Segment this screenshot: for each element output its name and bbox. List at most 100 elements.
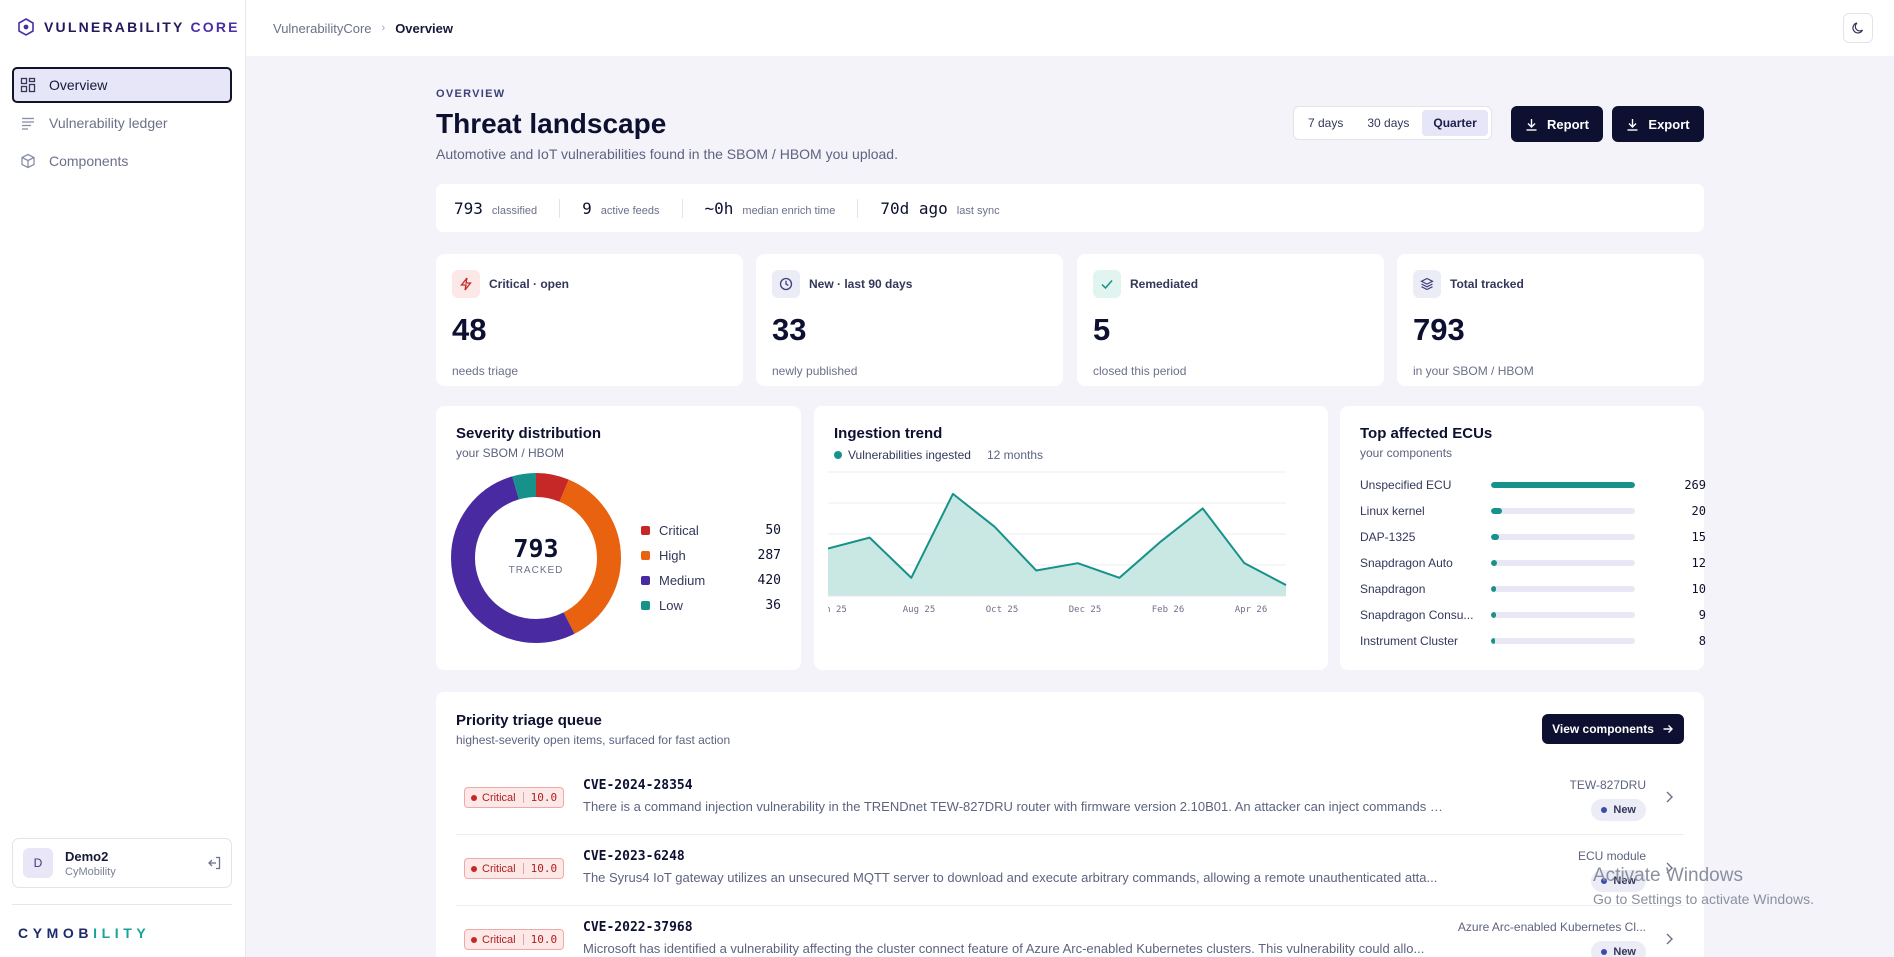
cve-id: CVE-2022-37968: [583, 920, 693, 935]
panel-subtitle: your components: [1360, 446, 1453, 460]
moon-icon: [1852, 22, 1864, 34]
kpi-header: New · last 90 days: [772, 270, 1047, 298]
panel-title: Top affected ECUs: [1360, 425, 1493, 442]
queue-row[interactable]: Critical 10.0 CVE-2024-28354 There is a c…: [456, 764, 1684, 835]
chevron-right-icon[interactable]: [1664, 861, 1674, 875]
legend-swatch: [641, 551, 650, 560]
ecu-name: DAP-1325: [1360, 530, 1416, 544]
page-eyebrow: OVERVIEW: [436, 88, 506, 100]
queue-row[interactable]: Critical 10.0 CVE-2023-6248 The Syrus4 Io…: [456, 835, 1684, 906]
status-badge: New: [1591, 799, 1646, 821]
sidebar-item-components[interactable]: Components: [12, 143, 232, 179]
legend-swatch: [641, 601, 650, 610]
stat-median-enrich: ~0h median enrich time: [681, 198, 858, 218]
ecu-row[interactable]: Snapdragon Auto 12: [1360, 550, 1706, 576]
range-30-days[interactable]: 30 days: [1367, 116, 1410, 130]
chevron-right-icon[interactable]: [1664, 790, 1674, 804]
ecu-row[interactable]: Snapdragon 10: [1360, 576, 1706, 602]
time-range-selector: 7 days 30 days Quarter: [1293, 106, 1492, 140]
legend-label: High: [659, 548, 686, 563]
kpi-note: in your SBOM / HBOM: [1413, 364, 1534, 378]
stat-label: active feeds: [600, 204, 660, 217]
legend-item-high: High 287: [641, 543, 781, 568]
legend-value: 287: [757, 548, 781, 563]
ecu-row[interactable]: Linux kernel 20: [1360, 498, 1706, 524]
clock-icon: [772, 270, 800, 298]
bolt-icon: [452, 270, 480, 298]
user-card[interactable]: D Demo2 CyMobility: [12, 838, 232, 888]
kpi-value: 48: [452, 312, 487, 347]
ecu-row[interactable]: Instrument Cluster 8: [1360, 628, 1706, 654]
ecu-bar-track: [1491, 586, 1635, 592]
brand-name: VULNERABILITY CORE: [44, 19, 240, 35]
avatar: D: [23, 848, 53, 878]
legend-label: Medium: [659, 573, 706, 588]
windows-activation-watermark: Activate Windows Go to Settings to activ…: [1593, 865, 1814, 907]
cve-description: The Syrus4 IoT gateway utilizes an unsec…: [583, 870, 1438, 885]
range-quarter[interactable]: Quarter: [1422, 110, 1488, 136]
ecu-bar: [1491, 560, 1498, 566]
hexagon-logo-icon: [18, 18, 34, 36]
watermark-title: Activate Windows: [1593, 865, 1743, 886]
x-tick-label: n 25: [828, 605, 847, 615]
status-label: New: [1613, 946, 1636, 957]
panel-subtitle: highest-severity open items, surfaced fo…: [456, 733, 731, 747]
legend-item-medium: Medium 420: [641, 568, 781, 593]
cve-id: CVE-2023-6248: [583, 849, 685, 864]
cve-id: CVE-2024-28354: [583, 778, 693, 793]
trend-period: 12 months: [986, 448, 1044, 462]
summary-stats-bar: 793 classified 9 active feeds ~0h median en…: [436, 184, 1704, 232]
component-name: ECU module: [1577, 849, 1646, 863]
x-tick-label: Dec 25: [1069, 605, 1102, 615]
report-button[interactable]: Report: [1511, 106, 1603, 142]
kpi-card-remediated[interactable]: Remediated 5 closed this period: [1077, 254, 1384, 386]
trend-legend: Vulnerabilities ingested 12 months: [834, 448, 1043, 462]
layers-icon: [1413, 270, 1441, 298]
stat-active-feeds: 9 active feeds: [559, 198, 681, 218]
severity-badge: Critical 10.0: [464, 787, 565, 808]
download-icon: [1526, 118, 1537, 131]
kpi-label: Remediated: [1130, 277, 1199, 291]
badge-divider: [522, 934, 524, 945]
view-components-button[interactable]: View components: [1542, 714, 1684, 744]
sidebar-item-overview[interactable]: Overview: [12, 67, 232, 103]
legend-swatch: [834, 451, 842, 459]
stat-value: 9: [582, 198, 592, 218]
series-line: [828, 492, 1287, 586]
x-tick-label: Aug 25: [903, 605, 936, 615]
ecu-row[interactable]: Snapdragon Consu... 9: [1360, 602, 1706, 628]
kpi-card-total[interactable]: Total tracked 793 in your SBOM / HBOM: [1397, 254, 1704, 386]
breadcrumb-root[interactable]: VulnerabilityCore: [273, 20, 372, 36]
sidebar-item-label: Vulnerability ledger: [49, 115, 168, 131]
status-dot: [1601, 807, 1608, 813]
kpi-header: Remediated: [1093, 270, 1368, 298]
export-button[interactable]: Export: [1612, 106, 1704, 142]
user-name: Demo2: [65, 848, 109, 864]
severity-badge: Critical 10.0: [464, 858, 565, 879]
range-7-days[interactable]: 7 days: [1308, 116, 1344, 130]
logout-icon[interactable]: [207, 856, 221, 870]
ecu-row[interactable]: DAP-1325 15: [1360, 524, 1706, 550]
theme-toggle-button[interactable]: [1843, 13, 1873, 43]
sidebar-item-vulnerability-ledger[interactable]: Vulnerability ledger: [12, 105, 232, 141]
ecu-row[interactable]: Unspecified ECU 269: [1360, 472, 1706, 498]
severity-dot: [471, 794, 477, 801]
kpi-card-critical[interactable]: Critical · open 48 needs triage: [436, 254, 743, 386]
donut-slice-high[interactable]: [451, 473, 621, 643]
queue-row[interactable]: Critical 10.0 CVE-2022-37968 Microsoft ha…: [456, 906, 1684, 957]
legend-label: Critical: [659, 523, 699, 538]
donut-total-label: TRACKED: [508, 565, 564, 576]
ecu-name: Unspecified ECU: [1360, 478, 1452, 492]
donut-center: 793 TRACKED: [446, 534, 626, 576]
kpi-card-new[interactable]: New · last 90 days 33 newly published: [756, 254, 1063, 386]
user-meta: Demo2 CyMobility: [65, 849, 207, 878]
ingestion-area-chart: n 25 Aug 25 Oct 25 Dec 25 Feb 26 Apr 26: [828, 471, 1287, 615]
ecu-bar: [1491, 586, 1497, 592]
stat-last-sync: 70d ago last sync: [857, 198, 1021, 218]
status-dot: [1601, 878, 1608, 884]
kpi-header: Critical · open: [452, 270, 727, 298]
chevron-right-icon[interactable]: [1664, 932, 1674, 946]
donut-slice-low[interactable]: [451, 473, 621, 643]
donut-slice-medium[interactable]: [451, 473, 621, 643]
brand-logo[interactable]: VULNERABILITY CORE: [18, 16, 240, 38]
